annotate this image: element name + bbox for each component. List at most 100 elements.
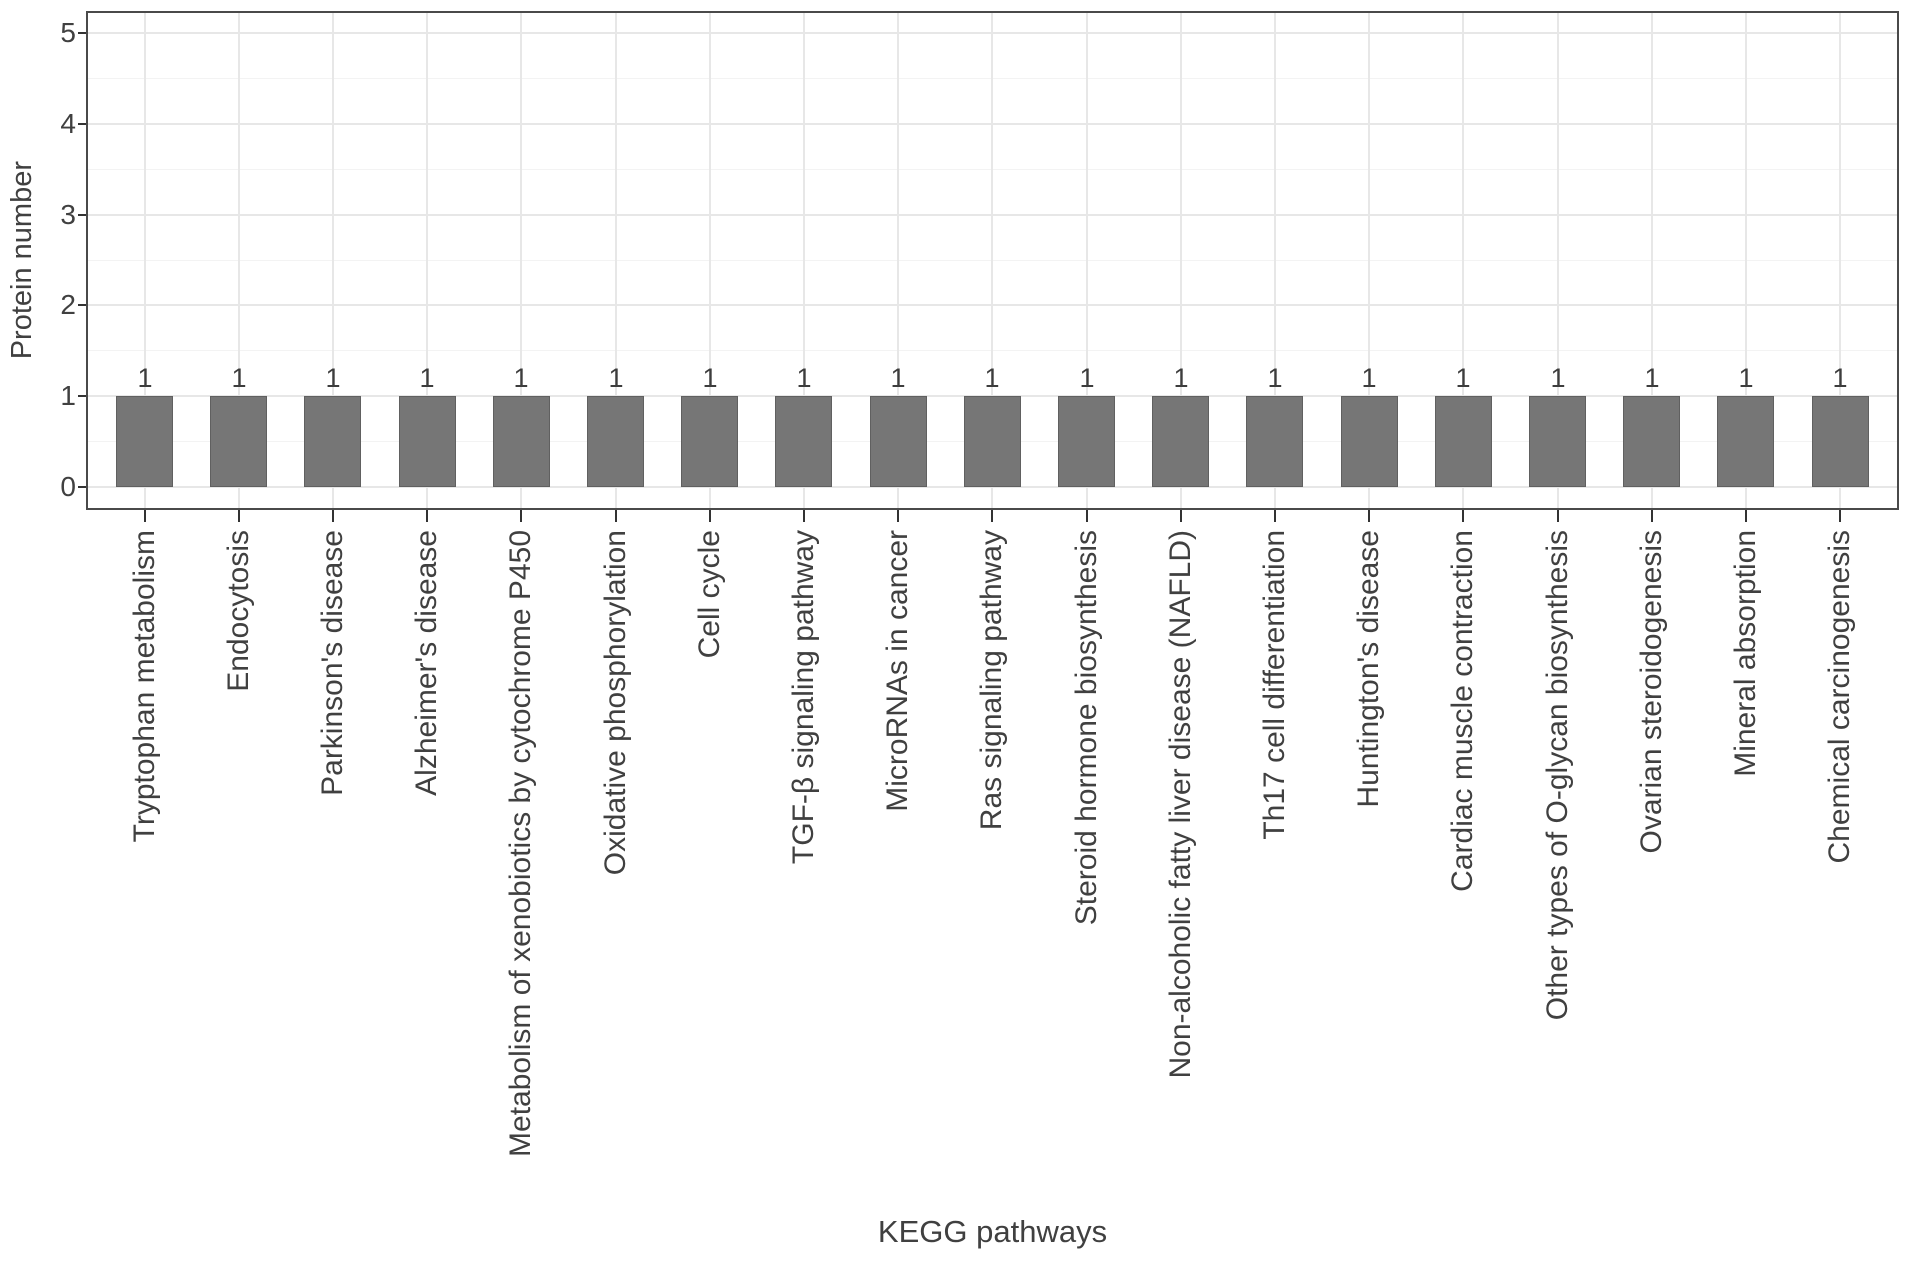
x-category-label: Endocytosis bbox=[222, 530, 255, 692]
gridline-major-vertical bbox=[1839, 13, 1842, 508]
bar-value-label: 1 bbox=[1550, 363, 1566, 393]
gridline-major-vertical bbox=[237, 13, 240, 508]
x-category-label: Non-alcoholic fatty liver disease (NAFLD… bbox=[1164, 530, 1197, 1079]
y-axis-title-text: Protein number bbox=[5, 161, 38, 360]
gridline-major-vertical bbox=[426, 13, 429, 508]
x-category-label: Huntington's disease bbox=[1352, 530, 1385, 808]
x-tick-mark bbox=[1274, 510, 1276, 522]
y-tick-label: 5 bbox=[60, 17, 76, 48]
bar-value-label: 1 bbox=[608, 363, 624, 393]
x-tick-mark bbox=[520, 510, 522, 522]
gridline-major-vertical bbox=[1085, 13, 1088, 508]
x-category-label: Th17 cell differentiation bbox=[1258, 530, 1291, 840]
bar-value-label: 1 bbox=[1738, 363, 1754, 393]
x-category-label: Ovarian steroidogenesis bbox=[1635, 530, 1668, 854]
bar bbox=[304, 396, 361, 487]
bar-value-label: 1 bbox=[1361, 363, 1377, 393]
bar bbox=[399, 396, 456, 487]
x-tick-mark bbox=[1462, 510, 1464, 522]
gridline-major-vertical bbox=[1179, 13, 1182, 508]
bar-value-label: 1 bbox=[1455, 363, 1471, 393]
x-category-label: Steroid hormone biosynthesis bbox=[1070, 530, 1103, 926]
x-tick-mark bbox=[1839, 510, 1841, 522]
bar bbox=[1623, 396, 1680, 487]
bar-value-label: 1 bbox=[1267, 363, 1283, 393]
bar-value-label: 1 bbox=[1832, 363, 1848, 393]
x-tick-mark bbox=[1180, 510, 1182, 522]
x-category-label: Other types of O-glycan biosynthesis bbox=[1541, 530, 1574, 1021]
bar-value-label: 1 bbox=[702, 363, 718, 393]
x-category-label: MicroRNAs in cancer bbox=[881, 530, 914, 812]
x-category-label: Oxidative phosphorylation bbox=[599, 530, 632, 876]
x-category-label: Alzheimer's disease bbox=[410, 530, 443, 796]
x-category-label: Cell cycle bbox=[693, 530, 726, 659]
bar-value-label: 1 bbox=[325, 363, 341, 393]
bar-value-label: 1 bbox=[231, 363, 247, 393]
x-tick-mark bbox=[897, 510, 899, 522]
y-tick-mark bbox=[78, 395, 88, 398]
bar bbox=[1058, 396, 1115, 487]
x-category-label: Metabolism of xenobiotics by cytochrome … bbox=[504, 530, 537, 1157]
x-category-label: Parkinson's disease bbox=[316, 530, 349, 796]
y-tick-mark bbox=[78, 486, 88, 488]
bar-value-label: 1 bbox=[1644, 363, 1660, 393]
gridline-major-vertical bbox=[1744, 13, 1747, 508]
x-tick-mark bbox=[1745, 510, 1747, 522]
bar bbox=[1435, 396, 1492, 487]
bar-value-label: 1 bbox=[419, 363, 435, 393]
bar-value-label: 1 bbox=[1173, 363, 1189, 393]
y-tick-label: 2 bbox=[60, 289, 76, 321]
bar bbox=[681, 396, 738, 487]
bar bbox=[775, 396, 832, 487]
bar bbox=[587, 396, 644, 487]
bar bbox=[1246, 396, 1303, 487]
y-tick-mark bbox=[78, 32, 88, 34]
gridline-major-vertical bbox=[1273, 13, 1276, 508]
chart-panel: 1 1 1 1 1 1 1 1 1 1 1 1 1 1 1 1 1 1 1 bbox=[86, 11, 1899, 510]
x-tick-mark bbox=[332, 510, 334, 522]
x-tick-mark bbox=[1368, 510, 1370, 522]
x-tick-mark bbox=[144, 510, 146, 522]
bar-value-label: 1 bbox=[1079, 363, 1095, 393]
x-category-label: Chemical carcinogenesis bbox=[1823, 530, 1856, 864]
y-tick-mark bbox=[78, 213, 88, 216]
x-category-label: Cardiac muscle contraction bbox=[1446, 530, 1479, 892]
bar-value-label: 1 bbox=[984, 363, 1000, 393]
x-axis-title: KEGG pathways bbox=[877, 1214, 1108, 1249]
x-tick-mark bbox=[803, 510, 805, 522]
gridline-major-vertical bbox=[802, 13, 805, 508]
x-tick-mark bbox=[709, 510, 711, 522]
y-axis-title: Protein number bbox=[2, 13, 42, 508]
gridline-major-vertical bbox=[897, 13, 900, 508]
gridline-major-vertical bbox=[143, 13, 146, 508]
bar-value-label: 1 bbox=[796, 363, 812, 393]
y-tick-mark bbox=[78, 122, 88, 125]
bar-value-label: 1 bbox=[137, 363, 153, 393]
gridline-major-vertical bbox=[1368, 13, 1371, 508]
y-tick-label: 0 bbox=[60, 471, 76, 502]
x-tick-mark bbox=[426, 510, 428, 522]
gridline-major-vertical bbox=[614, 13, 617, 508]
bar bbox=[1341, 396, 1398, 487]
gridline-major-vertical bbox=[1556, 13, 1559, 508]
bar-value-label: 1 bbox=[890, 363, 906, 393]
y-tick-label: 4 bbox=[60, 107, 76, 139]
bar bbox=[1812, 396, 1869, 487]
y-tick-label: 3 bbox=[60, 198, 76, 230]
gridline-major-vertical bbox=[991, 13, 994, 508]
x-category-label: Mineral absorption bbox=[1729, 530, 1762, 777]
y-tick-label: 1 bbox=[60, 380, 76, 412]
gridline-major-vertical bbox=[1462, 13, 1465, 508]
x-tick-mark bbox=[238, 510, 240, 522]
gridline-major-vertical bbox=[708, 13, 711, 508]
x-tick-mark bbox=[1557, 510, 1559, 522]
bar bbox=[210, 396, 267, 487]
bar-value-label: 1 bbox=[513, 363, 529, 393]
gridline-major-vertical bbox=[331, 13, 334, 508]
bar bbox=[1152, 396, 1209, 487]
x-tick-mark bbox=[615, 510, 617, 522]
bar bbox=[1717, 396, 1774, 487]
x-category-label: Tryptophan metabolism bbox=[128, 530, 161, 843]
y-tick-mark bbox=[78, 304, 88, 307]
